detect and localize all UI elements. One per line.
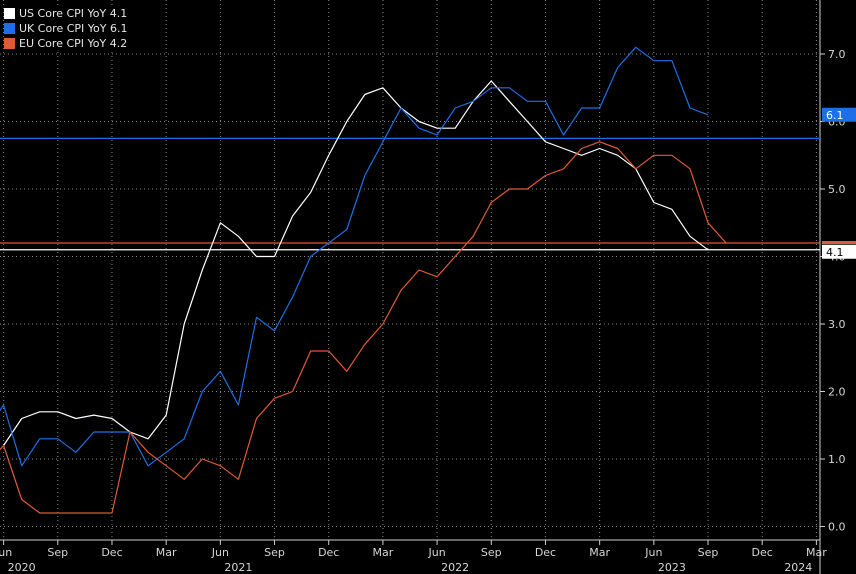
x-year-label-4: 2024 [784,561,812,574]
y-tick-label-5: 5.0 [828,183,846,196]
legend-value-eu: 4.2 [109,37,128,50]
x-month-label-11: Mar [589,546,610,559]
legend-swatch-us [4,8,15,19]
last-value-tag-uk [822,107,856,122]
legend-value-uk: 6.1 [109,22,128,35]
x-month-label-15: Mar [806,546,827,559]
last-value-label-uk: 6.1 [826,109,844,122]
last-value-label-us: 4.1 [826,246,844,259]
legend-item-us[interactable]: US Core CPI YoY 4.1 [4,6,127,21]
legend-label-us: US Core CPI YoY [19,7,107,20]
x-month-label-6: Dec [318,546,339,559]
x-year-label-1: 2021 [224,561,252,574]
x-month-label-14: Dec [752,546,773,559]
y-tick-label-3: 3.0 [828,318,846,331]
legend-label-eu: EU Core CPI YoY [19,37,107,50]
x-year-label-0: 2020 [8,561,36,574]
x-month-label-2: Dec [101,546,122,559]
series-line-uk [0,46,709,467]
y-tick-label-2: 2.0 [828,386,846,399]
legend: US Core CPI YoY 4.1 UK Core CPI YoY 6.1 … [4,6,128,51]
x-month-label-8: Jun [427,546,445,559]
y-tick-label-1: 1.0 [828,453,846,466]
last-value-tag-us [822,244,856,259]
y-tick-label-0: 0.0 [828,521,846,534]
series-line-us [3,80,709,446]
y-tick-label-7: 7.0 [828,48,846,61]
x-month-label-7: Mar [373,546,394,559]
x-month-label-13: Sep [698,546,719,559]
x-year-label-2: 2022 [441,561,469,574]
x-month-label-12: Jun [644,546,662,559]
legend-label-uk: UK Core CPI YoY [19,22,107,35]
legend-value-us: 4.1 [109,7,128,20]
legend-swatch-eu [4,38,15,49]
legend-item-uk[interactable]: UK Core CPI YoY 6.1 [4,21,127,36]
x-month-label-5: Sep [264,546,285,559]
legend-swatch-uk [4,23,15,34]
x-month-label-1: Sep [47,546,68,559]
last-value-tag-eu [822,241,856,244]
x-month-label-9: Sep [481,546,502,559]
x-month-label-0: Jun [0,546,12,559]
x-month-label-10: Dec [535,546,556,559]
x-month-label-4: Jun [211,546,229,559]
x-year-label-3: 2023 [658,561,686,574]
x-month-label-3: Mar [156,546,177,559]
legend-item-eu[interactable]: EU Core CPI YoY 4.2 [4,36,127,51]
series-line-eu [0,141,727,514]
